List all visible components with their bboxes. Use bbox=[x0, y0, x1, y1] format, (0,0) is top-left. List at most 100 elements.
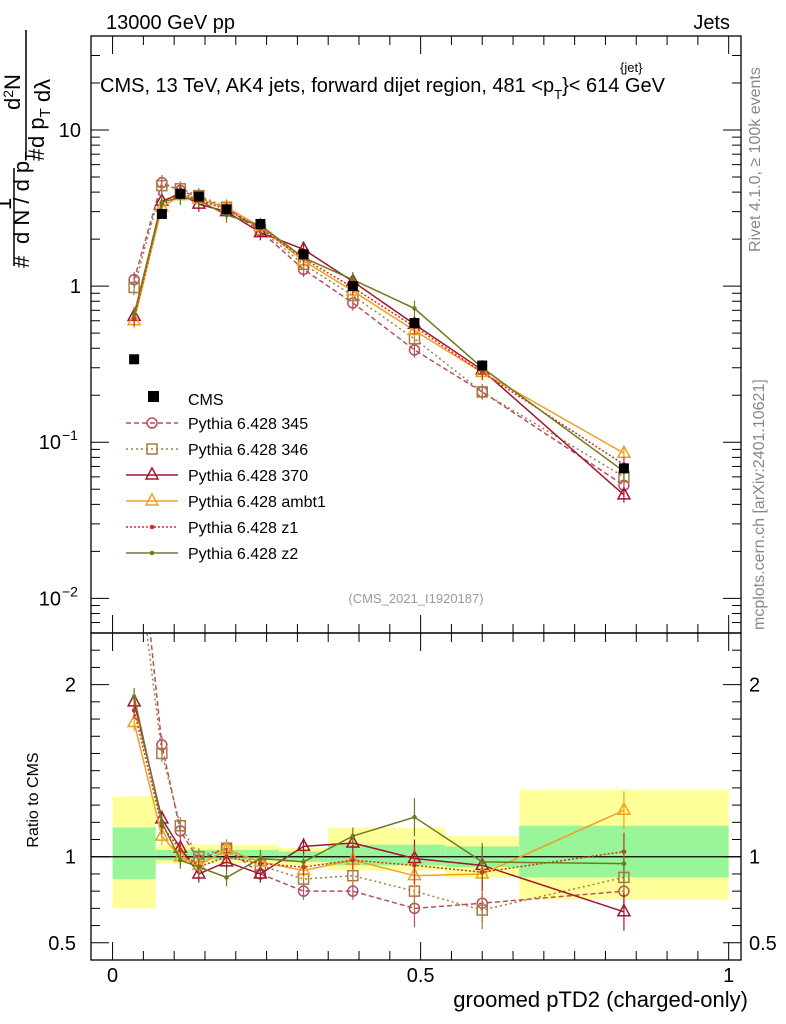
y-tick-label-main-2: 10 bbox=[39, 432, 61, 454]
ratio-point-4-2 bbox=[178, 847, 183, 853]
ratio-point-5-5 bbox=[258, 856, 263, 861]
ratio-series-5 bbox=[131, 688, 627, 886]
ratio-point-2-4 bbox=[219, 853, 234, 867]
y-tick-label-ratio-l-0: 2 bbox=[65, 675, 76, 697]
ratio-point-2-5 bbox=[253, 865, 268, 879]
ratio-point-5-10 bbox=[621, 861, 627, 866]
chart-marks bbox=[126, 174, 632, 931]
ratio-point-2-3 bbox=[191, 865, 207, 879]
rivet-label: Rivet 4.1.0, ≥ 100k events bbox=[747, 67, 764, 252]
legend-label-3: Pythia 6.428 ambt1 bbox=[188, 494, 326, 511]
ratio-point-1-0 bbox=[129, 525, 139, 535]
ratio-point-1-1 bbox=[156, 747, 168, 760]
ratio-point-2-6 bbox=[296, 837, 311, 852]
series-line-1 bbox=[133, 184, 625, 478]
cms-point-0 bbox=[129, 354, 140, 365]
y-tick-exp-main-3: −2 bbox=[62, 583, 78, 599]
ratio-point-4-7 bbox=[350, 857, 356, 863]
legend: CMS Pythia 6.428 345 Pythia 6.428 346 Pythi… bbox=[126, 391, 326, 563]
ratio-point-5-3 bbox=[196, 864, 202, 870]
ratio-point-1-7 bbox=[347, 869, 359, 882]
cms-point-9 bbox=[477, 360, 488, 371]
title-superscript: {jet} bbox=[620, 60, 643, 75]
cms-point-6 bbox=[298, 249, 309, 260]
chart-title: CMS, 13 TeV, AK4 jets, forward dijet reg… bbox=[100, 75, 666, 102]
y-tick-label-main-0: 10 bbox=[59, 120, 81, 142]
legend-label-0: Pythia 6.428 345 bbox=[188, 416, 308, 433]
ratio-point-2-10 bbox=[616, 903, 632, 917]
series-point-1-0 bbox=[128, 281, 140, 294]
legend-marker-4 bbox=[149, 524, 155, 530]
x-tick-label-0: 0 bbox=[107, 965, 118, 987]
ratio-point-5-8 bbox=[412, 814, 417, 820]
ratio-point-4-0 bbox=[131, 708, 137, 713]
series-line-3 bbox=[133, 194, 625, 454]
series-point-3-8 bbox=[407, 321, 422, 336]
y-tick-label-main-3: 10 bbox=[39, 588, 61, 610]
series-line-0 bbox=[133, 181, 625, 486]
legend-marker-1 bbox=[146, 443, 158, 455]
legend-label-2: Pythia 6.428 370 bbox=[188, 468, 308, 485]
ratio-point-5-0 bbox=[131, 694, 137, 699]
analysis-tag: (CMS_2021_I1920187) bbox=[348, 591, 483, 606]
x-tick-label-2: 1 bbox=[723, 965, 734, 987]
ratio-point-5-9 bbox=[479, 859, 485, 865]
ratio-point-1-2 bbox=[174, 820, 187, 832]
ratio-panel bbox=[91, 789, 741, 909]
series-point-2-10 bbox=[616, 486, 632, 500]
site-label: mcplots.cern.ch [arXiv:2401.10621] bbox=[751, 379, 768, 630]
y-tick-label-ratio-r-0: 2 bbox=[749, 675, 760, 697]
ratio-point-0-7 bbox=[347, 885, 359, 897]
ratio-point-4-8 bbox=[412, 863, 417, 868]
cms-point-1 bbox=[156, 208, 167, 219]
ratio-point-4-4 bbox=[224, 854, 229, 860]
legend-marker-3 bbox=[144, 492, 160, 506]
y-title-d2n: d2N bbox=[0, 74, 25, 110]
series-point-5-7 bbox=[350, 277, 356, 282]
title-main: CMS, 13 TeV, AK4 jets, forward dijet reg… bbox=[100, 75, 554, 97]
y-title-hash2: # bbox=[24, 148, 49, 161]
y-tick-label-ratio-l-2: 0.5 bbox=[48, 933, 76, 955]
cms-point-5 bbox=[255, 218, 266, 229]
ratio-point-3-0 bbox=[126, 713, 142, 728]
cms-point-7 bbox=[347, 281, 358, 292]
series-point-1-1 bbox=[156, 179, 168, 192]
energy-label: 13000 GeV pp bbox=[106, 12, 235, 34]
y-title-dp: d pT dλ bbox=[24, 79, 55, 148]
legend-marker-cms bbox=[148, 391, 159, 402]
title-sub: T bbox=[554, 87, 562, 102]
series-point-1-9 bbox=[476, 386, 488, 398]
y-tick-label-ratio-r-1: 1 bbox=[749, 847, 760, 869]
ratio-frame bbox=[90, 632, 742, 961]
cms-point-8 bbox=[409, 318, 420, 329]
cms-point-2 bbox=[175, 188, 186, 199]
series-point-5-8 bbox=[412, 306, 417, 311]
y-tick-label-main-1: 1 bbox=[70, 276, 81, 298]
ratio-point-5-2 bbox=[178, 857, 183, 863]
cms-point-4 bbox=[221, 204, 232, 215]
ratio-line-1 bbox=[146, 633, 625, 911]
x-tick-label-1: 0.5 bbox=[407, 965, 435, 987]
x-axis-title: groomed pTD2 (charged-only) bbox=[453, 987, 748, 1012]
y-tick-label-ratio-r-2: 0.5 bbox=[749, 933, 777, 955]
ratio-point-5-4 bbox=[224, 875, 229, 880]
series-pythia-6-428-z2 bbox=[131, 189, 627, 480]
series-point-5-1 bbox=[159, 199, 165, 205]
legend-label-1: Pythia 6.428 346 bbox=[188, 442, 308, 459]
legend-marker-0 bbox=[146, 417, 158, 429]
ratio-point-5-1 bbox=[159, 820, 165, 825]
y-tick-label-ratio-l-1: 1 bbox=[65, 847, 76, 869]
cms-point-10 bbox=[618, 463, 629, 474]
legend-label-5: Pythia 6.428 z2 bbox=[188, 546, 298, 563]
legend-marker-2 bbox=[144, 466, 160, 480]
ratio-point-3-1 bbox=[154, 827, 170, 841]
category-label: Jets bbox=[693, 12, 730, 34]
y-tick-exp-main-2: −1 bbox=[62, 427, 78, 443]
ratio-point-2-7 bbox=[345, 834, 361, 848]
y-title-hash1: # bbox=[9, 255, 34, 268]
series-point-5-0 bbox=[131, 311, 137, 317]
legend-marker-5 bbox=[149, 550, 155, 556]
ratio-point-3-10 bbox=[616, 801, 632, 816]
